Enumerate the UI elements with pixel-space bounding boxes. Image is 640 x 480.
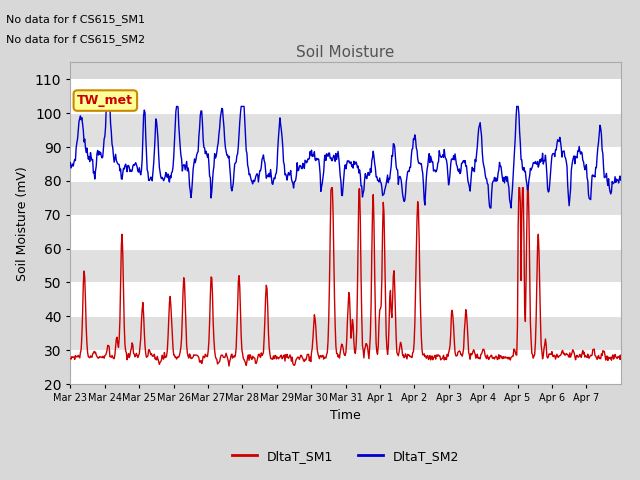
Bar: [70, 147, 621, 181]
Bar: [70, 215, 621, 249]
Bar: [70, 282, 621, 316]
Legend: DltaT_SM1, DltaT_SM2: DltaT_SM1, DltaT_SM2: [227, 445, 465, 468]
Title: Soil Moisture: Soil Moisture: [296, 45, 395, 60]
Bar: [70, 350, 621, 384]
Text: No data for f CS615_SM2: No data for f CS615_SM2: [6, 34, 145, 45]
Bar: [70, 316, 621, 350]
Bar: [70, 249, 621, 282]
Text: TW_met: TW_met: [77, 94, 133, 107]
Text: No data for f CS615_SM1: No data for f CS615_SM1: [6, 14, 145, 25]
Bar: [70, 79, 621, 113]
Bar: [70, 181, 621, 215]
Bar: [70, 113, 621, 147]
Y-axis label: Soil Moisture (mV): Soil Moisture (mV): [16, 166, 29, 281]
X-axis label: Time: Time: [330, 408, 361, 421]
